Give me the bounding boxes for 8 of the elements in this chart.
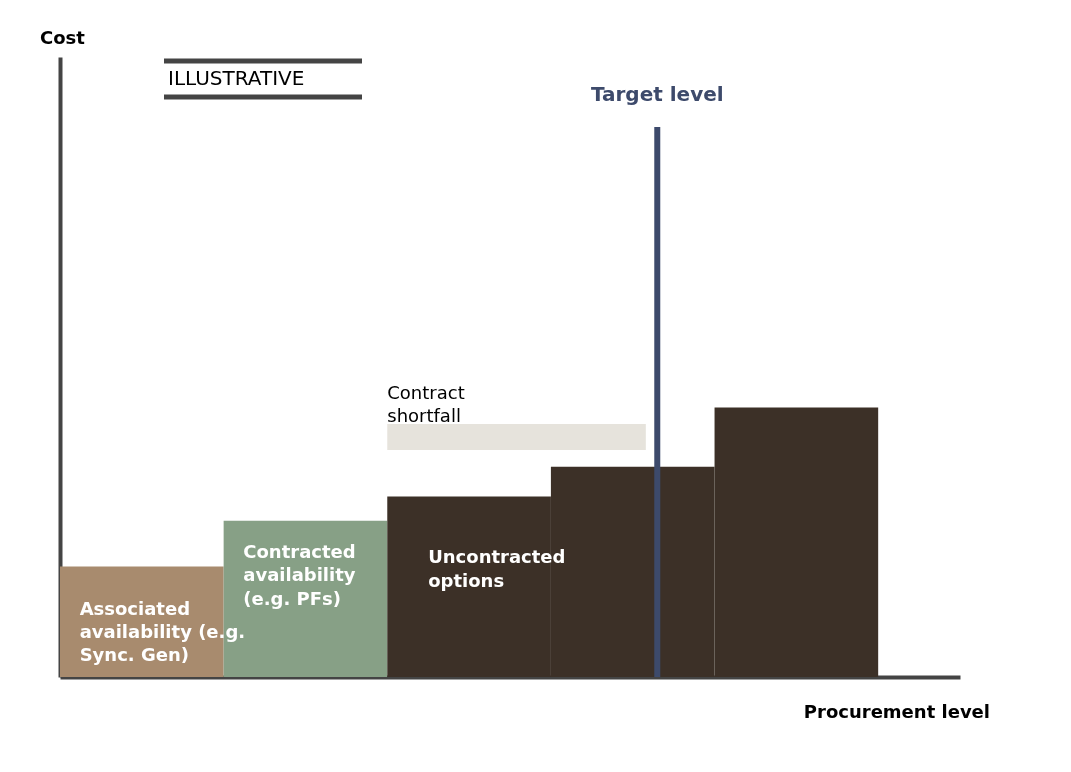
annotation: Uncontracted options [428, 546, 566, 591]
text: ILLUSTRATIVE [168, 66, 305, 90]
text: Target level [590, 81, 724, 106]
annotation: Contract shortfall [387, 381, 465, 427]
annotation: Associated availability (e.g. Sync. Gen) [79, 597, 246, 666]
annotation: Contracted availability (e.g. PFs) [243, 541, 356, 609]
x-axis-title: Procurement level [803, 701, 990, 722]
text: Cost [40, 27, 86, 48]
